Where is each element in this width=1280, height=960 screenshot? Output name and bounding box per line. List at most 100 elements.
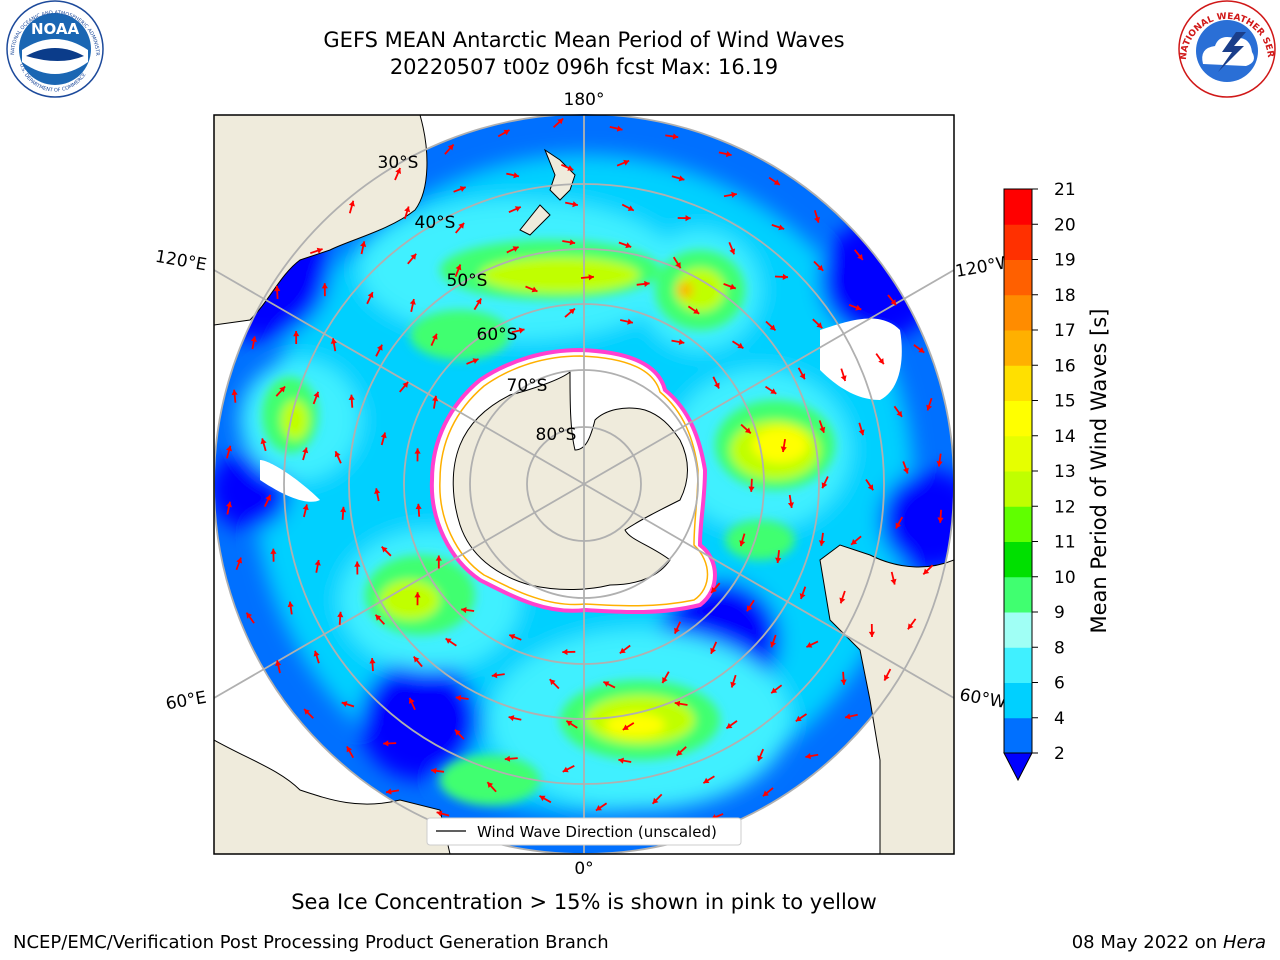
wave-direction-arrowhead — [868, 631, 875, 637]
nws-logo-ring: NATIONAL WEATHER SERVICE — [0, 0, 1275, 60]
wave-direction-arrowhead — [313, 391, 320, 398]
wave-direction-arrowhead — [625, 242, 632, 249]
wave-direction-arrowhead — [459, 186, 466, 192]
wave-direction-arrowhead — [432, 395, 439, 402]
colorbar-tick-label: 13 — [1054, 462, 1076, 482]
wave-direction-arrowhead — [895, 522, 902, 529]
colorbar-tick-label: 9 — [1054, 603, 1065, 623]
colorbar-under-triangle — [1003, 752, 1033, 782]
nws-logo: NATIONAL WEATHER SERVICE — [0, 0, 1276, 98]
wave-direction-arrowhead — [817, 264, 824, 271]
latitude-label-70s: 70°S — [507, 376, 548, 396]
noaa-logo: NOAA NATIONAL OCEANIC AND ATMOSPHERIC AD… — [0, 0, 104, 98]
wave-direction-arrowhead — [274, 285, 281, 292]
wave-direction-arrowhead — [313, 650, 320, 657]
wave-direction-arrowhead — [845, 713, 851, 720]
wave-direction-arrowhead — [775, 557, 782, 563]
noaa-logo-text: NOAA — [31, 20, 80, 38]
wave-direction-arrowhead — [662, 677, 668, 683]
wave-direction-arrowhead — [726, 722, 733, 729]
wave-direction-arrowhead — [431, 333, 438, 340]
meridian-label-120e: 120°E — [154, 247, 208, 276]
wave-direction-arrowhead — [678, 175, 685, 182]
latitude-label-60s: 60°S — [477, 325, 518, 345]
colorbar-segment — [1004, 576, 1032, 613]
wave-direction-arrowhead — [937, 517, 944, 523]
wave-direction-arrowhead — [557, 118, 564, 125]
wave-direction-arrowhead — [858, 429, 865, 436]
colorbar-segment — [1004, 400, 1032, 437]
wave-direction-arrowhead — [676, 749, 683, 756]
sea-ice-antarctica — [429, 347, 717, 615]
wave-direction-arrowhead — [805, 753, 811, 760]
map-panel: 180° 0° 120°E 60°E 120°W 60°W 30°S 40°S … — [154, 90, 1015, 879]
wave-direction-arrowhead — [818, 540, 826, 546]
wave-direction-arrowhead — [562, 766, 569, 773]
wave-direction-arrowhead — [250, 336, 257, 342]
wave-direction-arrowhead — [231, 389, 238, 396]
colorbar-segment — [1004, 435, 1032, 472]
wave-direction-arrowhead — [857, 254, 863, 260]
wave-direction-arrows — [226, 117, 944, 842]
wave-direction-arrowhead — [504, 755, 511, 762]
wave-direction-arrowhead — [513, 172, 519, 179]
wave-direction-arrowhead — [413, 656, 420, 663]
wave-direction-arrowhead — [703, 777, 710, 784]
wave-direction-arrowhead — [531, 286, 538, 293]
wave-direction-arrowhead — [780, 446, 787, 452]
colorbar-tick-label: 15 — [1054, 392, 1076, 412]
wave-direction-arrowhead — [918, 347, 925, 353]
wave-direction-arrowhead — [435, 555, 442, 561]
wave-direction-arrowhead — [896, 410, 902, 417]
wave-direction-arrowhead — [739, 540, 746, 547]
wave-direction-arrowhead — [455, 729, 461, 736]
wave-direction-arrowhead — [770, 641, 776, 648]
wave-direction-arrowhead — [226, 501, 232, 508]
wave-direction-arrowhead — [878, 358, 884, 365]
wave-direction-arrowhead — [236, 557, 243, 564]
colorbar-label: Mean Period of Wind Waves [s] — [1087, 309, 1111, 634]
wave-direction-arrowhead — [782, 273, 788, 280]
wave-direction-arrowhead — [748, 486, 755, 492]
wave-direction-arrowhead — [840, 679, 847, 685]
wave-direction-arrowhead — [447, 144, 454, 151]
wave-direction-arrowhead — [414, 448, 421, 454]
wave-direction-arrowhead — [711, 587, 717, 593]
wave-direction-arrowhead — [744, 427, 751, 434]
wave-direction-arrowhead — [337, 611, 344, 618]
wave-direction-arrowhead — [503, 129, 510, 136]
colorbar-segment — [1004, 365, 1032, 401]
wave-direction-arrowhead — [386, 788, 392, 795]
colorbar-tick-label: 14 — [1054, 427, 1076, 447]
colorbar-segment — [1004, 506, 1032, 542]
wave-direction-arrowhead — [431, 767, 437, 774]
wave-direction-arrowhead — [644, 280, 650, 287]
wave-direction-arrowhead — [321, 283, 328, 289]
latitude-label-30s: 30°S — [378, 153, 419, 173]
wave-direction-arrowhead — [367, 292, 374, 298]
wave-direction-arrowhead — [436, 810, 443, 817]
wave-direction-arrowhead — [334, 451, 341, 458]
wave-direction-arrowhead — [509, 634, 516, 640]
wave-direction-arrowhead — [839, 597, 846, 604]
map-legend: Wind Wave Direction (unscaled) — [426, 817, 742, 846]
wave-direction-arrowhead — [588, 274, 594, 281]
colorbar-tick-label: 16 — [1054, 356, 1076, 376]
wave-direction-arrowhead — [302, 447, 309, 454]
wave-direction-arrowhead — [616, 125, 623, 132]
wave-direction-arrowhead — [672, 133, 679, 140]
meridian-label-60w: 60°W — [958, 685, 1008, 713]
wave-direction-arrowhead — [415, 503, 422, 510]
colorbar-segment — [1004, 682, 1032, 719]
chart-title: GEFS MEAN Antarctic Mean Period of Wind … — [323, 28, 845, 52]
wave-direction-arrowhead — [341, 701, 348, 707]
wave-direction-arrowhead — [814, 216, 820, 223]
wave-direction-arrowhead — [674, 700, 681, 707]
wave-direction-arrowhead — [595, 805, 602, 811]
wave-direction-arrowhead — [819, 426, 826, 433]
wave-direction-arrowhead — [622, 724, 629, 730]
wave-direction-arrowhead — [795, 715, 802, 722]
wave-direction-arrowhead — [685, 215, 691, 222]
wave-direction-arrowhead — [408, 697, 415, 704]
wave-direction-arrowhead — [675, 262, 681, 269]
